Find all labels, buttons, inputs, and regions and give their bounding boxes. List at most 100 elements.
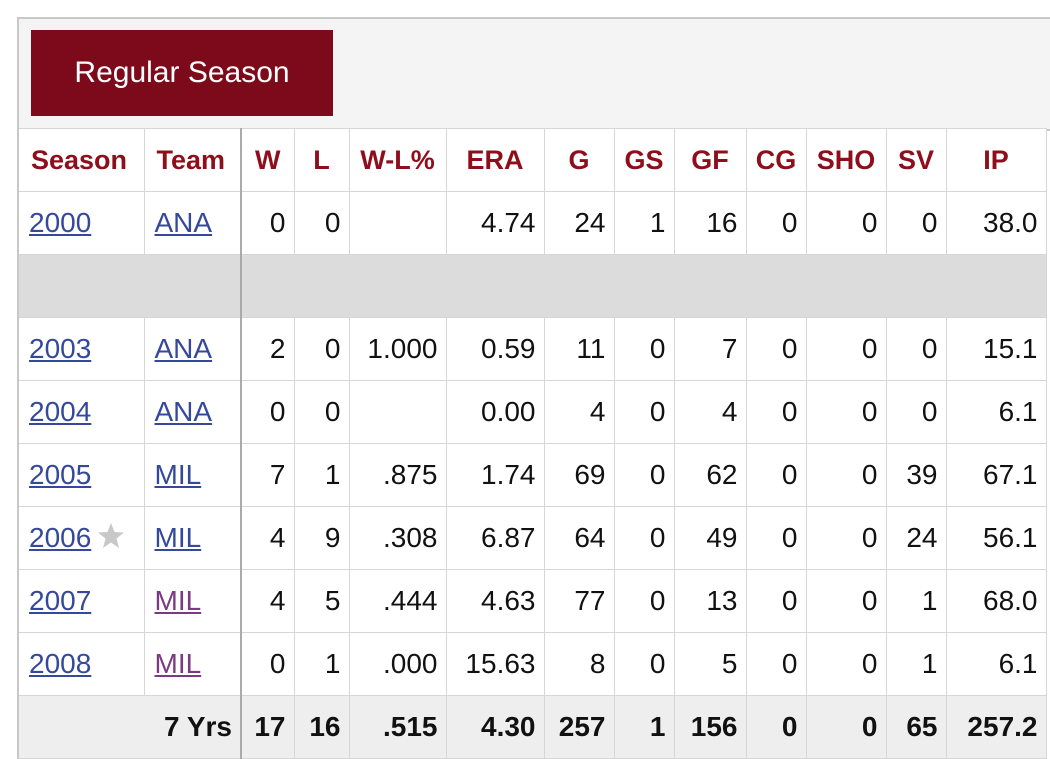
column-header[interactable]: W-L% (348, 128, 447, 192)
cell: 0 (805, 380, 887, 444)
cell: 0 (293, 380, 350, 444)
cell: 0 (805, 632, 887, 696)
cell: 24 (885, 506, 947, 570)
cell: .444 (348, 569, 447, 633)
cell: 6.1 (945, 632, 1047, 696)
column-header[interactable]: SHO (805, 128, 887, 192)
team-link[interactable]: MIL (154, 585, 202, 616)
cell: 0 (613, 506, 675, 570)
cell: 2004 (17, 380, 145, 444)
season-link[interactable]: 2005 (29, 459, 92, 490)
cell: 6.87 (445, 506, 545, 570)
column-header[interactable]: IP (945, 128, 1047, 192)
cell: 4 (240, 506, 295, 570)
cell (348, 380, 447, 444)
cell: 2008 (17, 632, 145, 696)
cell: MIL (143, 506, 242, 570)
team-link[interactable]: MIL (154, 459, 202, 490)
season-link[interactable]: 2008 (29, 648, 92, 679)
cell: 0 (293, 317, 350, 381)
total-cell: 156 (673, 695, 747, 759)
cell: MIL (143, 569, 242, 633)
cell: 2003 (17, 317, 145, 381)
cell: MIL (143, 443, 242, 507)
cell: 0 (885, 317, 947, 381)
cell: 1 (885, 632, 947, 696)
cell: 0 (805, 443, 887, 507)
totals-row: 7 Yrs 17 16.515 4.30 257 1 156 0 0 65 257.2 (17, 695, 1047, 759)
cell: 77 (543, 569, 615, 633)
cell: 0 (613, 380, 675, 444)
cell: 4.74 (445, 191, 545, 255)
total-cell: 4.30 (445, 695, 545, 759)
cell: 0.00 (445, 380, 545, 444)
cell: 1 (613, 191, 675, 255)
cell: 0 (613, 632, 675, 696)
cell: 0 (293, 191, 350, 255)
total-cell: 257.2 (945, 695, 1047, 759)
cell: 2 (240, 317, 295, 381)
column-header[interactable]: SV (885, 128, 947, 192)
cell: 1 (885, 569, 947, 633)
cell: MIL (143, 632, 242, 696)
cell: 67.1 (945, 443, 1047, 507)
team-link[interactable]: ANA (154, 333, 213, 364)
data-row: 2000 ANA 0 0 4.74 24 1 16 0 0 0 38.0 (17, 191, 1047, 255)
cell: .875 (348, 443, 447, 507)
season-link[interactable]: 2004 (29, 396, 92, 427)
column-header[interactable]: CG (745, 128, 807, 192)
regular-season-button[interactable]: Regular Season (31, 30, 333, 116)
cell: 0 (805, 506, 887, 570)
table-body: 2000 ANA 0 0 4.74 24 1 16 0 0 0 38.0 2003 ANA 2 0 1.000 0… (17, 191, 1047, 759)
cell: 7 (673, 317, 747, 381)
season-link[interactable]: 2000 (29, 207, 92, 238)
cell: 1 (293, 443, 350, 507)
total-cell: 65 (885, 695, 947, 759)
cell: 0 (613, 317, 675, 381)
cell: 7 (240, 443, 295, 507)
team-link[interactable]: ANA (154, 207, 213, 238)
season-link[interactable]: 2003 (29, 333, 92, 364)
cell: 0 (805, 317, 887, 381)
team-link[interactable]: MIL (154, 648, 202, 679)
season-link[interactable]: 2007 (29, 585, 92, 616)
cell: 1 (293, 632, 350, 696)
column-header[interactable]: GS (613, 128, 675, 192)
column-header[interactable]: Season (17, 128, 145, 192)
column-header[interactable]: L (293, 128, 350, 192)
team-link[interactable]: ANA (154, 396, 213, 427)
cell: 64 (543, 506, 615, 570)
stats-table: Season Team W L W-L% ERA G GS GF CG SHO SV IP 2000 AN… (17, 128, 1047, 759)
cell: 4 (673, 380, 747, 444)
cell: 49 (673, 506, 747, 570)
cell: 0 (805, 569, 887, 633)
team-link[interactable]: MIL (154, 522, 202, 553)
cell: 0 (745, 317, 807, 381)
column-header[interactable]: ERA (445, 128, 545, 192)
total-cell: 257 (543, 695, 615, 759)
cell: 11 (543, 317, 615, 381)
cell: 0 (613, 443, 675, 507)
column-header[interactable]: GF (673, 128, 747, 192)
cell: 4.63 (445, 569, 545, 633)
cell: 0 (240, 191, 295, 255)
cell: 15.1 (945, 317, 1047, 381)
cell: 56.1 (945, 506, 1047, 570)
cell: 5 (673, 632, 747, 696)
cell: 2005 (17, 443, 145, 507)
data-row: 2007 MIL 4 5.444 4.63 77 0 13 0 0 1 68.0 (17, 569, 1047, 633)
cell: ANA (143, 191, 242, 255)
cell: 0 (745, 506, 807, 570)
season-link[interactable]: 2006 (29, 522, 92, 553)
column-header[interactable]: G (543, 128, 615, 192)
gap-cell (240, 254, 1047, 318)
data-row: 2005 MIL 7 1.875 1.74 69 0 62 0 0 39 67.1 (17, 443, 1047, 507)
cell: 13 (673, 569, 747, 633)
gap-row (17, 254, 1047, 318)
column-header[interactable]: Team (143, 128, 242, 192)
cell: 0 (885, 380, 947, 444)
cell: 4 (543, 380, 615, 444)
column-header[interactable]: W (240, 128, 295, 192)
cell: ANA (143, 380, 242, 444)
cell: 2000 (17, 191, 145, 255)
